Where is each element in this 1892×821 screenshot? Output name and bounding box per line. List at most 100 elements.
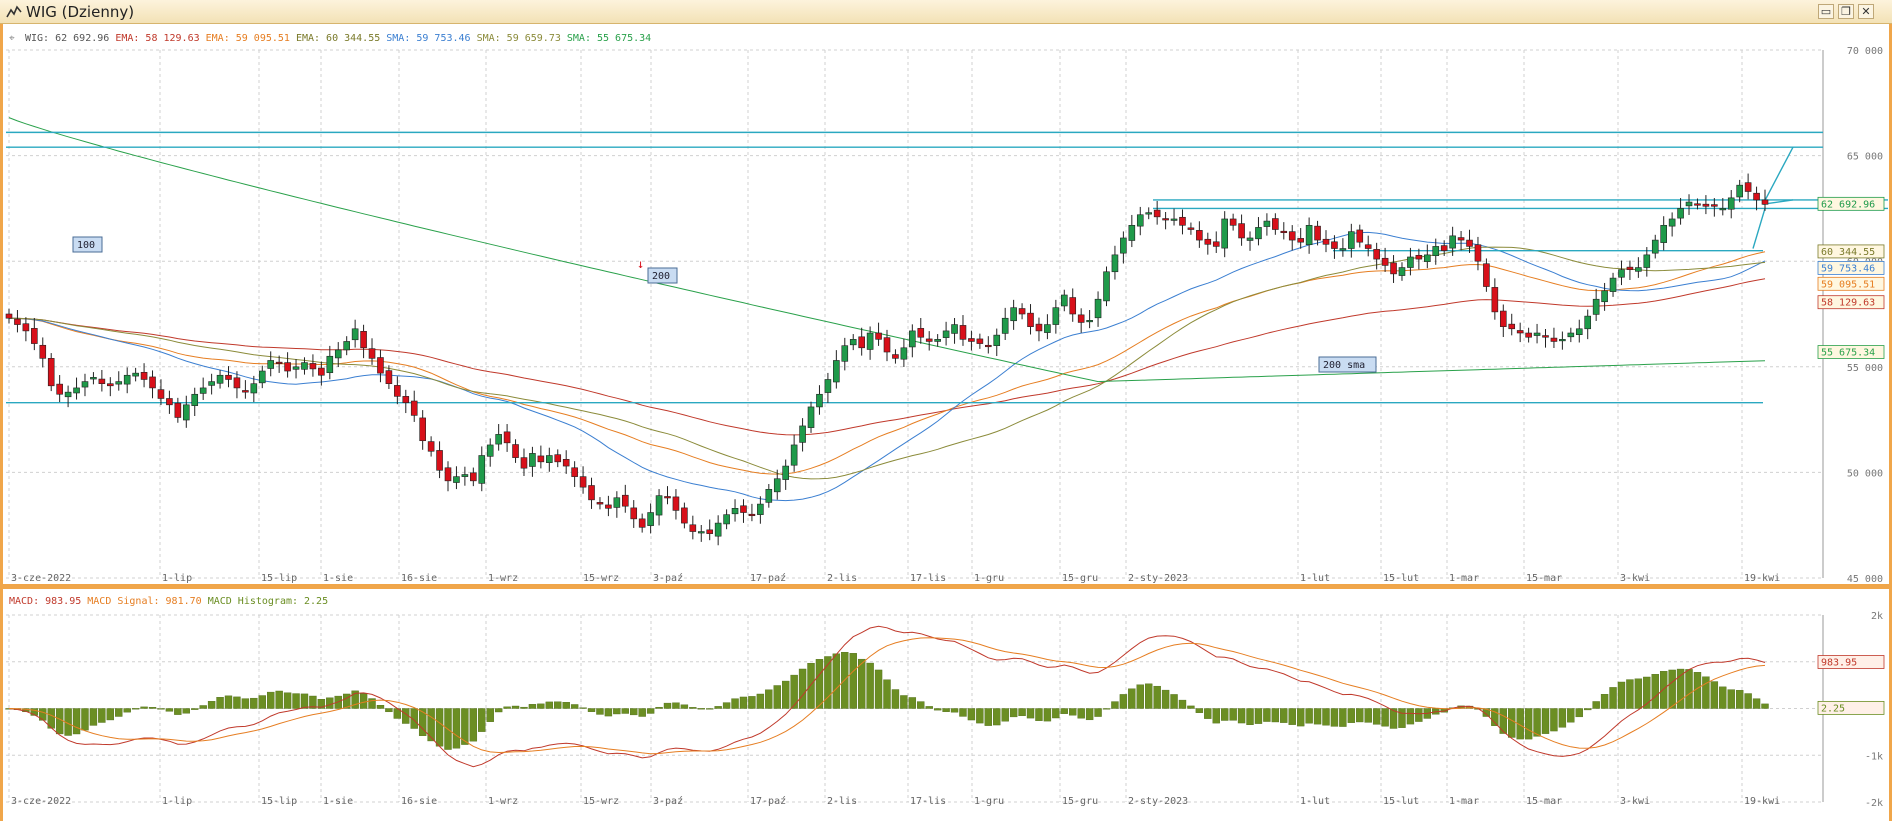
histogram-bar <box>1719 686 1727 709</box>
candle <box>360 331 367 349</box>
minimize-button[interactable]: ▭ <box>1818 4 1834 19</box>
macd-y-tick-label: 2k <box>1871 611 1883 622</box>
histogram-bar <box>1550 708 1558 732</box>
last-value-box <box>1817 261 1885 275</box>
histogram-bar <box>832 653 841 709</box>
legend-item: SMA: 59 753.46 <box>380 33 470 44</box>
histogram-bar <box>351 690 359 709</box>
histogram-bar <box>1499 708 1507 734</box>
main-legend: WIG: 62 692.96 EMA: 58 129.63 EMA: 59 09… <box>25 33 651 44</box>
histogram-bar <box>309 695 317 709</box>
candle <box>588 485 595 501</box>
candle <box>318 367 325 376</box>
histogram-bar <box>1600 694 1609 709</box>
histogram-bar <box>976 708 984 724</box>
candle <box>427 441 435 452</box>
restore-button[interactable]: ❐ <box>1838 4 1854 19</box>
candle <box>1069 297 1077 315</box>
candle <box>807 406 815 428</box>
candle <box>453 476 460 483</box>
histogram-bar <box>672 702 680 709</box>
candle <box>1381 257 1389 266</box>
histogram-bar <box>1567 708 1575 723</box>
histogram-bar <box>148 707 157 709</box>
histogram-bar <box>1685 669 1693 709</box>
candle <box>216 374 224 384</box>
candle <box>655 495 663 516</box>
histogram-bar <box>857 658 866 709</box>
candle <box>1331 241 1338 249</box>
candle <box>351 328 359 341</box>
candle <box>841 345 849 362</box>
candle <box>664 496 671 499</box>
down-arrow-icon: ↓ <box>637 257 644 271</box>
candle <box>1719 208 1727 211</box>
histogram-bar <box>1085 708 1094 721</box>
histogram-bar <box>1026 708 1035 719</box>
histogram-bar <box>1643 676 1651 709</box>
ma-100-label-text: 100 <box>77 240 95 251</box>
legend-item: WIG: 62 692.96 <box>25 33 109 44</box>
candle <box>1474 244 1482 262</box>
histogram-bar <box>1035 708 1043 721</box>
candle <box>1727 197 1735 210</box>
candle <box>672 496 680 511</box>
histogram-bar <box>1575 708 1583 718</box>
histogram-bar <box>1668 669 1676 709</box>
histogram-bar <box>587 708 596 712</box>
candle <box>1702 203 1710 207</box>
candle <box>605 504 612 509</box>
candle <box>107 383 114 387</box>
macd-x-tick-label: 1-gru <box>974 796 1004 807</box>
x-tick-label: 1-lip <box>162 573 192 584</box>
candle <box>1626 266 1634 270</box>
histogram-bar <box>72 708 81 735</box>
histogram-bar <box>765 689 773 709</box>
candle <box>731 508 739 515</box>
histogram-bar <box>30 708 39 716</box>
candle <box>934 339 941 342</box>
histogram-bar <box>427 708 435 742</box>
macd-x-tick-label: 1-sie <box>323 796 353 807</box>
histogram-bar <box>435 708 444 747</box>
histogram-bar <box>849 653 857 709</box>
candle <box>1668 218 1676 227</box>
macd-legend-item: MACD Histogram: 2.25 <box>202 596 328 607</box>
histogram-bar <box>1330 708 1339 727</box>
histogram-bar <box>503 706 511 709</box>
histogram-bar <box>267 691 275 709</box>
macd-legend-item: MACD: 983.95 <box>9 596 81 607</box>
close-button[interactable]: ✕ <box>1858 4 1874 19</box>
candle <box>1221 218 1228 249</box>
candle <box>284 362 291 372</box>
candle <box>1077 314 1085 323</box>
candle <box>394 385 401 397</box>
histogram-bar <box>807 662 815 709</box>
candle <box>301 362 308 370</box>
macd-x-tick-label: 15-lip <box>261 796 297 807</box>
pane-separator[interactable] <box>0 584 1892 589</box>
macd-legend-item: MACD Signal: 981.70 <box>81 596 201 607</box>
candle <box>1761 199 1769 205</box>
histogram-bar <box>317 699 326 709</box>
candle <box>47 358 55 387</box>
candle <box>1001 317 1009 334</box>
candle <box>1601 290 1608 303</box>
candle <box>748 513 756 517</box>
histogram-bar <box>1111 701 1119 709</box>
candle <box>1592 298 1600 315</box>
histogram-bar <box>917 701 925 709</box>
candle <box>461 474 469 477</box>
candle <box>689 524 697 532</box>
macd-chart[interactable]: 2k1k0k-1k-2k3-cze-20221-lip15-lip1-sie16… <box>3 590 1889 819</box>
window-title: WIG (Dzienny) <box>26 3 135 21</box>
candle <box>486 444 494 457</box>
macd-x-tick-label: 15-gru <box>1062 796 1098 807</box>
x-tick-label: 1-wrz <box>488 573 518 584</box>
candle <box>258 370 266 384</box>
candle <box>1432 246 1440 257</box>
histogram-bar <box>1254 708 1263 724</box>
candle <box>39 344 47 359</box>
candle <box>326 355 334 374</box>
